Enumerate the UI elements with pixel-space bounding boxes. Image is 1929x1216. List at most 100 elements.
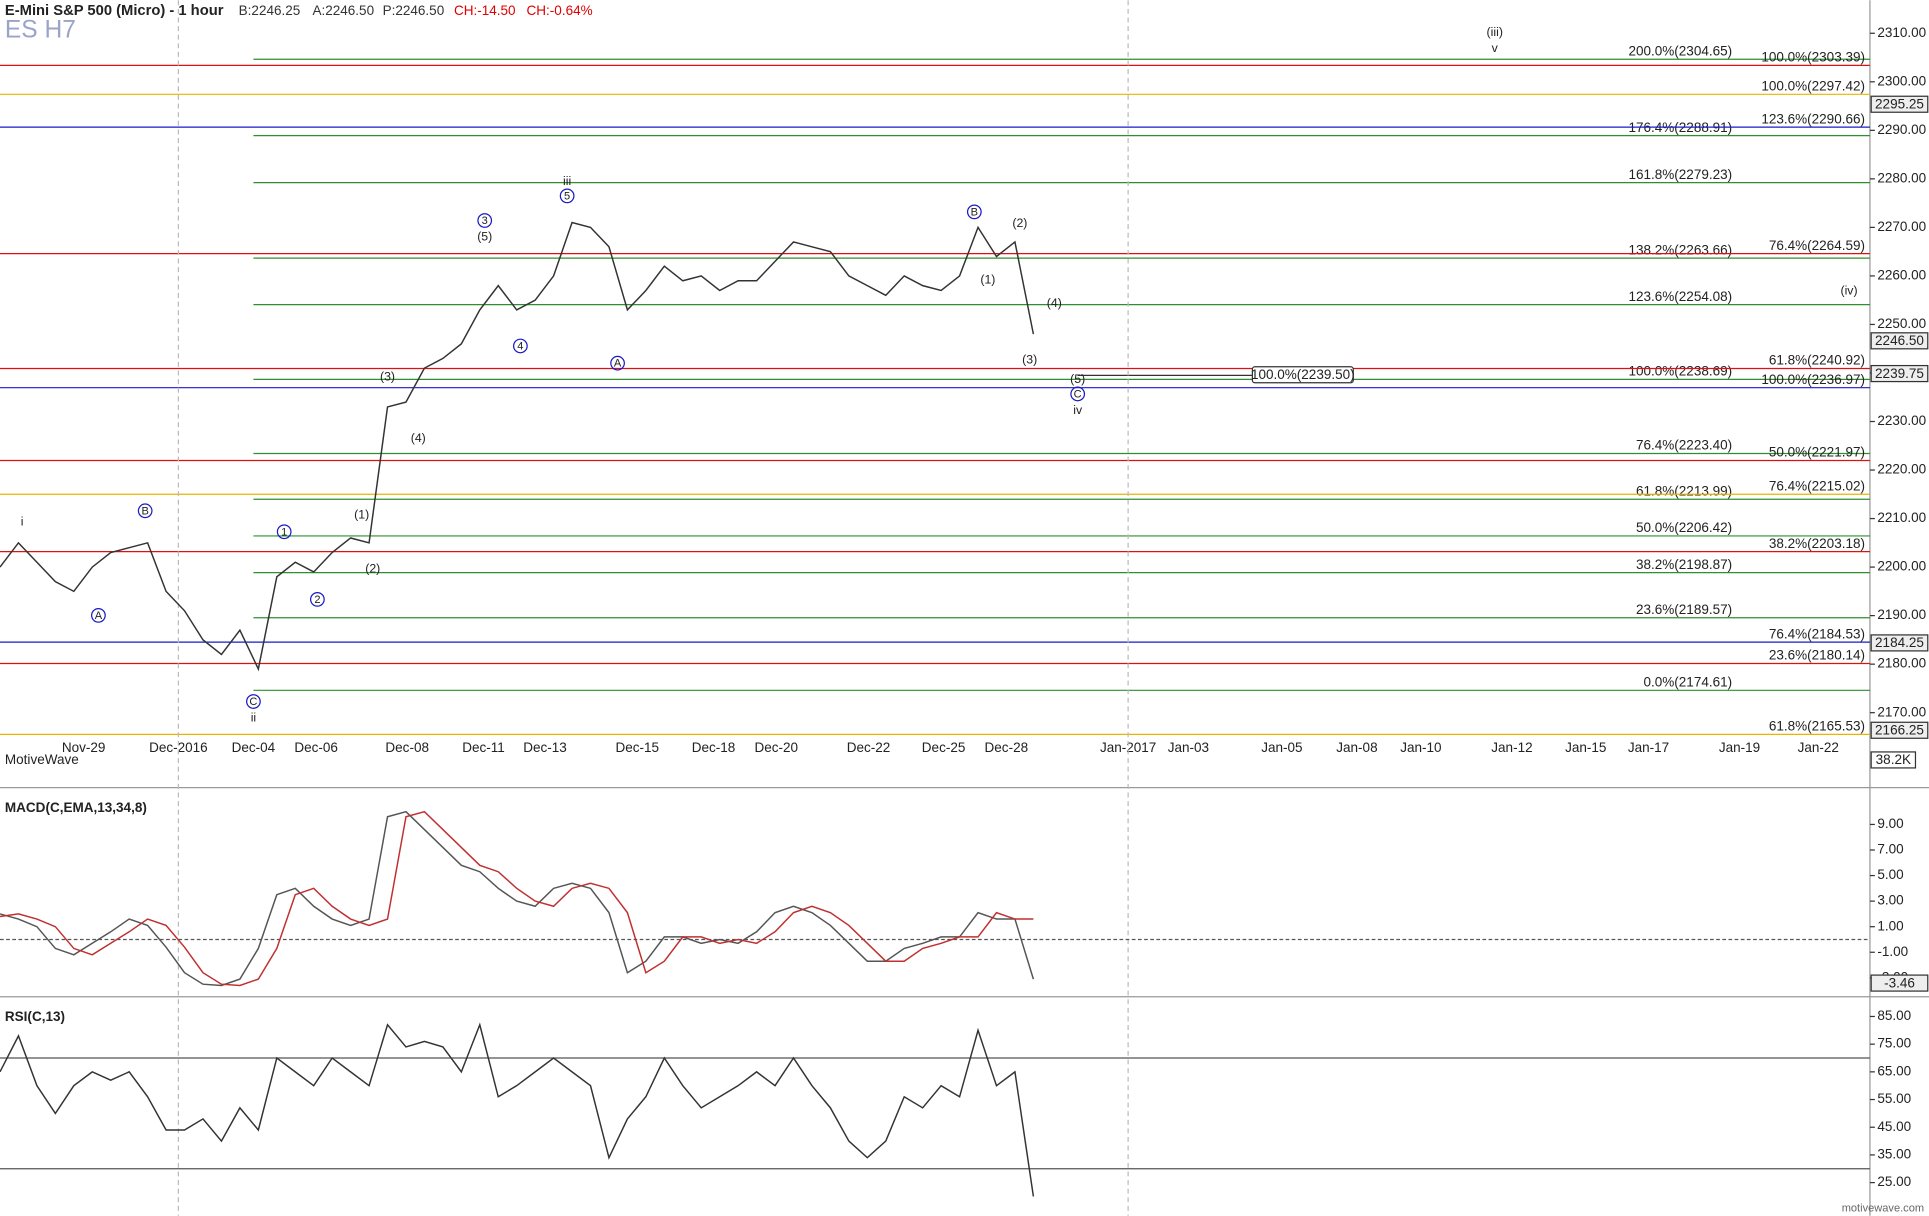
fib-label: 123.6%(2290.66)	[1761, 111, 1865, 126]
wave-circle	[966, 204, 982, 220]
fib-label: 76.4%(2184.53)	[1769, 626, 1865, 641]
y-tick-label: 55.00	[1877, 1091, 1911, 1106]
y-tick-label: 2170.00	[1877, 704, 1926, 719]
wave-circle	[559, 188, 575, 204]
x-tick-label: Jan-08	[1336, 740, 1377, 755]
x-tick-label: Jan-12	[1491, 740, 1532, 755]
wave-label: C	[249, 696, 257, 708]
price-tag-box	[1870, 332, 1929, 350]
fib-label: 76.4%(2215.02)	[1769, 478, 1865, 493]
y-tick-label: 5.00	[1877, 867, 1903, 882]
quote: CH:-0.64%	[527, 3, 593, 18]
x-tick-label: Dec-20	[754, 740, 798, 755]
wave-circle	[137, 503, 153, 519]
price-tag-box	[1870, 95, 1929, 113]
fib-label: 38.2%(2198.87)	[1636, 557, 1732, 572]
wave-label: B	[141, 505, 148, 517]
x-tick-label: Jan-19	[1719, 740, 1760, 755]
series-line	[0, 221, 1035, 672]
wave-label: (5)	[477, 229, 492, 243]
fib-label: 138.2%(2263.66)	[1628, 242, 1732, 257]
x-tick-label: Dec-18	[692, 740, 736, 755]
x-tick-label: Jan-05	[1261, 740, 1302, 755]
fib-label: 123.6%(2254.08)	[1628, 289, 1732, 304]
fib-label: 61.8%(2165.53)	[1769, 719, 1865, 734]
fib-label: 76.4%(2223.40)	[1636, 438, 1732, 453]
wave-label: (iv)	[1840, 283, 1857, 297]
fib-label: 76.4%(2264.59)	[1769, 238, 1865, 253]
wave-label: (4)	[1047, 296, 1062, 310]
wave-label: 3	[482, 215, 488, 227]
target-label: 100.0%(2239.50)	[1251, 367, 1355, 382]
fib-label: 23.6%(2180.14)	[1769, 648, 1865, 663]
price-tag: 2166.25	[1875, 722, 1924, 737]
y-tick-label: 25.00	[1877, 1174, 1911, 1189]
y-tick-label: 2250.00	[1877, 316, 1926, 331]
wave-circle	[246, 694, 261, 709]
y-tick-label: 3.00	[1877, 893, 1903, 908]
wave-circle	[310, 592, 325, 607]
fib-label: 23.6%(2189.57)	[1636, 602, 1732, 617]
wave-circle	[477, 213, 493, 228]
wave-label: (1)	[354, 507, 369, 521]
wave-label: (3)	[1022, 352, 1037, 366]
y-tick-label: 2280.00	[1877, 170, 1926, 185]
fib-label: 100.0%(2297.42)	[1761, 79, 1865, 94]
wave-circle	[91, 608, 106, 623]
y-tick-label: 2200.00	[1877, 559, 1926, 574]
wave-label: (iii)	[1487, 25, 1503, 39]
footer: motivewave.com	[1842, 1202, 1924, 1214]
y-tick-label: 1.00	[1877, 918, 1903, 933]
series-line	[0, 1022, 1035, 1197]
wave-circle	[1070, 386, 1086, 402]
fib-label: 61.8%(2213.99)	[1636, 483, 1732, 498]
target-box	[1251, 366, 1354, 384]
quote: P:2246.50	[383, 3, 445, 18]
panel-title: RSI(C,13)	[5, 1009, 65, 1024]
fib-label: 100.0%(2236.97)	[1761, 372, 1865, 387]
wave-label: iii	[563, 174, 571, 188]
x-tick-label: Jan-17	[1628, 740, 1669, 755]
y-tick-label: 2180.00	[1877, 656, 1926, 671]
x-tick-label: Dec-13	[523, 740, 567, 755]
y-tick-label: -1.00	[1877, 944, 1908, 959]
wave-label: 1	[281, 526, 287, 538]
wave-circle	[276, 524, 292, 540]
y-tick-label: 2270.00	[1877, 219, 1926, 234]
price-tag-box	[1870, 364, 1929, 383]
wave-label: v	[1492, 41, 1499, 55]
x-tick-label: Jan-15	[1565, 740, 1606, 755]
price-tag-box	[1870, 634, 1929, 652]
x-tick-label: Dec-06	[294, 740, 338, 755]
fib-label: 200.0%(2304.65)	[1628, 43, 1732, 58]
y-tick-label: 9.00	[1877, 816, 1903, 831]
price-tag-box	[1870, 974, 1929, 992]
wave-label: (4)	[411, 431, 426, 445]
y-tick-label: 7.00	[1877, 842, 1903, 857]
volume-tag: 38.2K	[1876, 752, 1911, 767]
volume-tag-box	[1870, 751, 1917, 769]
fib-label: 100.0%(2238.69)	[1628, 364, 1732, 379]
wave-label: 5	[564, 190, 570, 202]
x-tick-label: Dec-2016	[149, 740, 208, 755]
wave-label: i	[21, 515, 24, 529]
y-tick-label: 2290.00	[1877, 122, 1926, 137]
y-tick-label: 85.00	[1877, 1008, 1911, 1023]
fib-label: 50.0%(2221.97)	[1769, 445, 1865, 460]
wave-label: A	[95, 610, 103, 622]
y-tick-label: 45.00	[1877, 1119, 1911, 1134]
wave-label: 4	[517, 340, 523, 352]
x-tick-label: Jan-10	[1400, 740, 1441, 755]
y-tick-label: 2310.00	[1877, 25, 1926, 40]
x-tick-label: Dec-22	[847, 740, 891, 755]
x-tick-label: Dec-28	[985, 740, 1029, 755]
price-tag: 2184.25	[1875, 635, 1924, 650]
y-tick-label: 2230.00	[1877, 413, 1926, 428]
quote: A:2246.50	[312, 3, 374, 18]
price-tag: 2295.25	[1875, 96, 1924, 111]
quote: B:2246.25	[239, 3, 301, 18]
wave-label: (2)	[1012, 216, 1027, 230]
